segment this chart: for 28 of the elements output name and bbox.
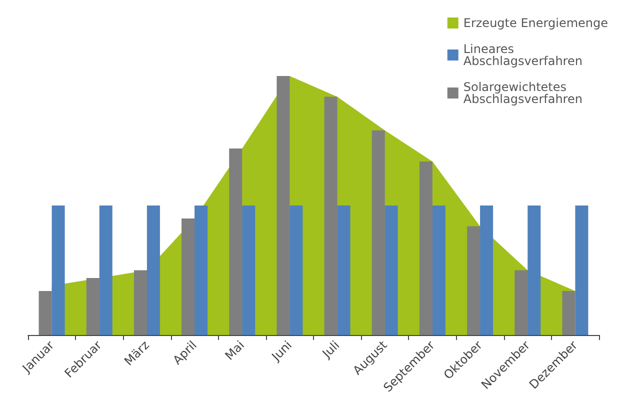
x-tick-label: Mai <box>222 338 248 363</box>
bar <box>182 218 195 335</box>
legend-label: Solargewichtetes Abschlagsverfahren <box>463 80 582 106</box>
bar <box>38 290 52 335</box>
bar <box>146 206 160 335</box>
bar <box>562 290 576 335</box>
bar <box>52 206 65 335</box>
bar <box>528 206 541 335</box>
bar <box>419 161 432 335</box>
bar <box>134 270 147 335</box>
bar <box>290 206 303 335</box>
bar <box>276 76 290 335</box>
bar <box>324 96 338 335</box>
bar <box>242 206 256 335</box>
bar <box>480 206 494 335</box>
bar <box>575 206 588 335</box>
bar <box>86 278 100 335</box>
bar <box>372 130 385 335</box>
bar <box>467 226 480 335</box>
bar <box>432 206 446 335</box>
bar <box>229 148 242 335</box>
bar <box>337 206 350 335</box>
bar <box>384 206 398 335</box>
bar <box>194 206 208 335</box>
legend-label: Erzeugte Energiemenge <box>463 16 608 30</box>
legend-label: Lineares Abschlagsverfahren <box>463 42 582 68</box>
bar <box>514 270 528 335</box>
bar <box>99 206 112 335</box>
